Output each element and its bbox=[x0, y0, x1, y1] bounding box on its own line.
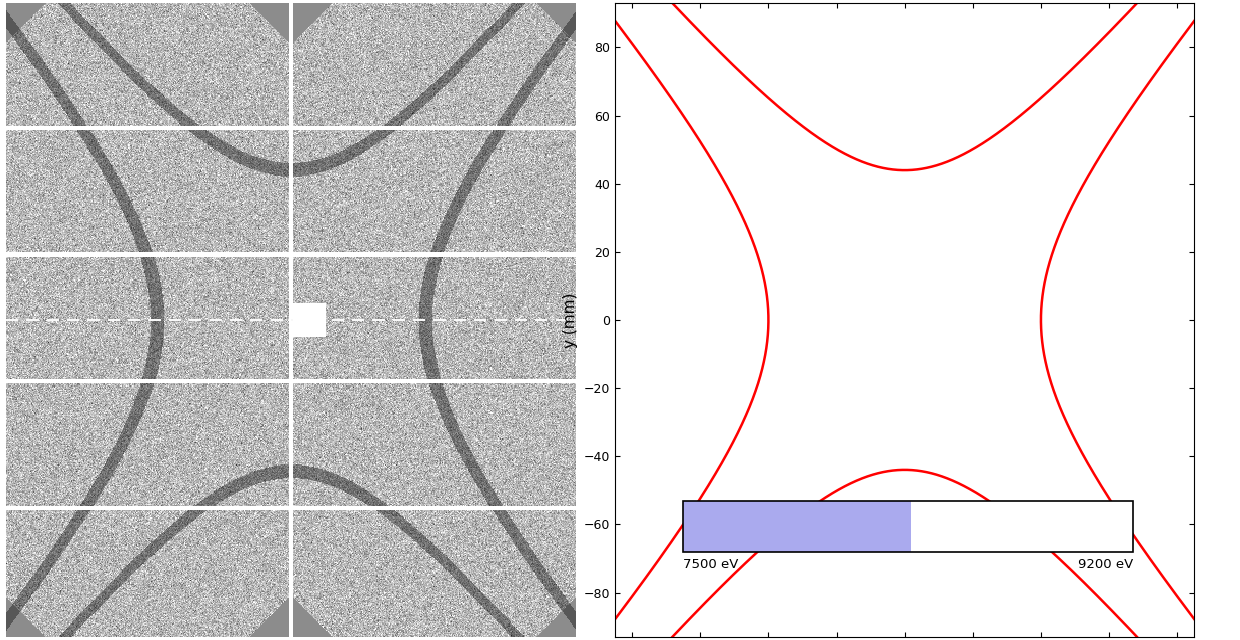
Text: 9200 eV: 9200 eV bbox=[1078, 559, 1133, 572]
Y-axis label: y (mm): y (mm) bbox=[563, 292, 578, 348]
Text: 7500 eV: 7500 eV bbox=[683, 559, 739, 572]
Bar bbox=[683, 500, 1133, 552]
Bar bbox=[683, 500, 911, 552]
Bar bbox=[683, 500, 1133, 552]
